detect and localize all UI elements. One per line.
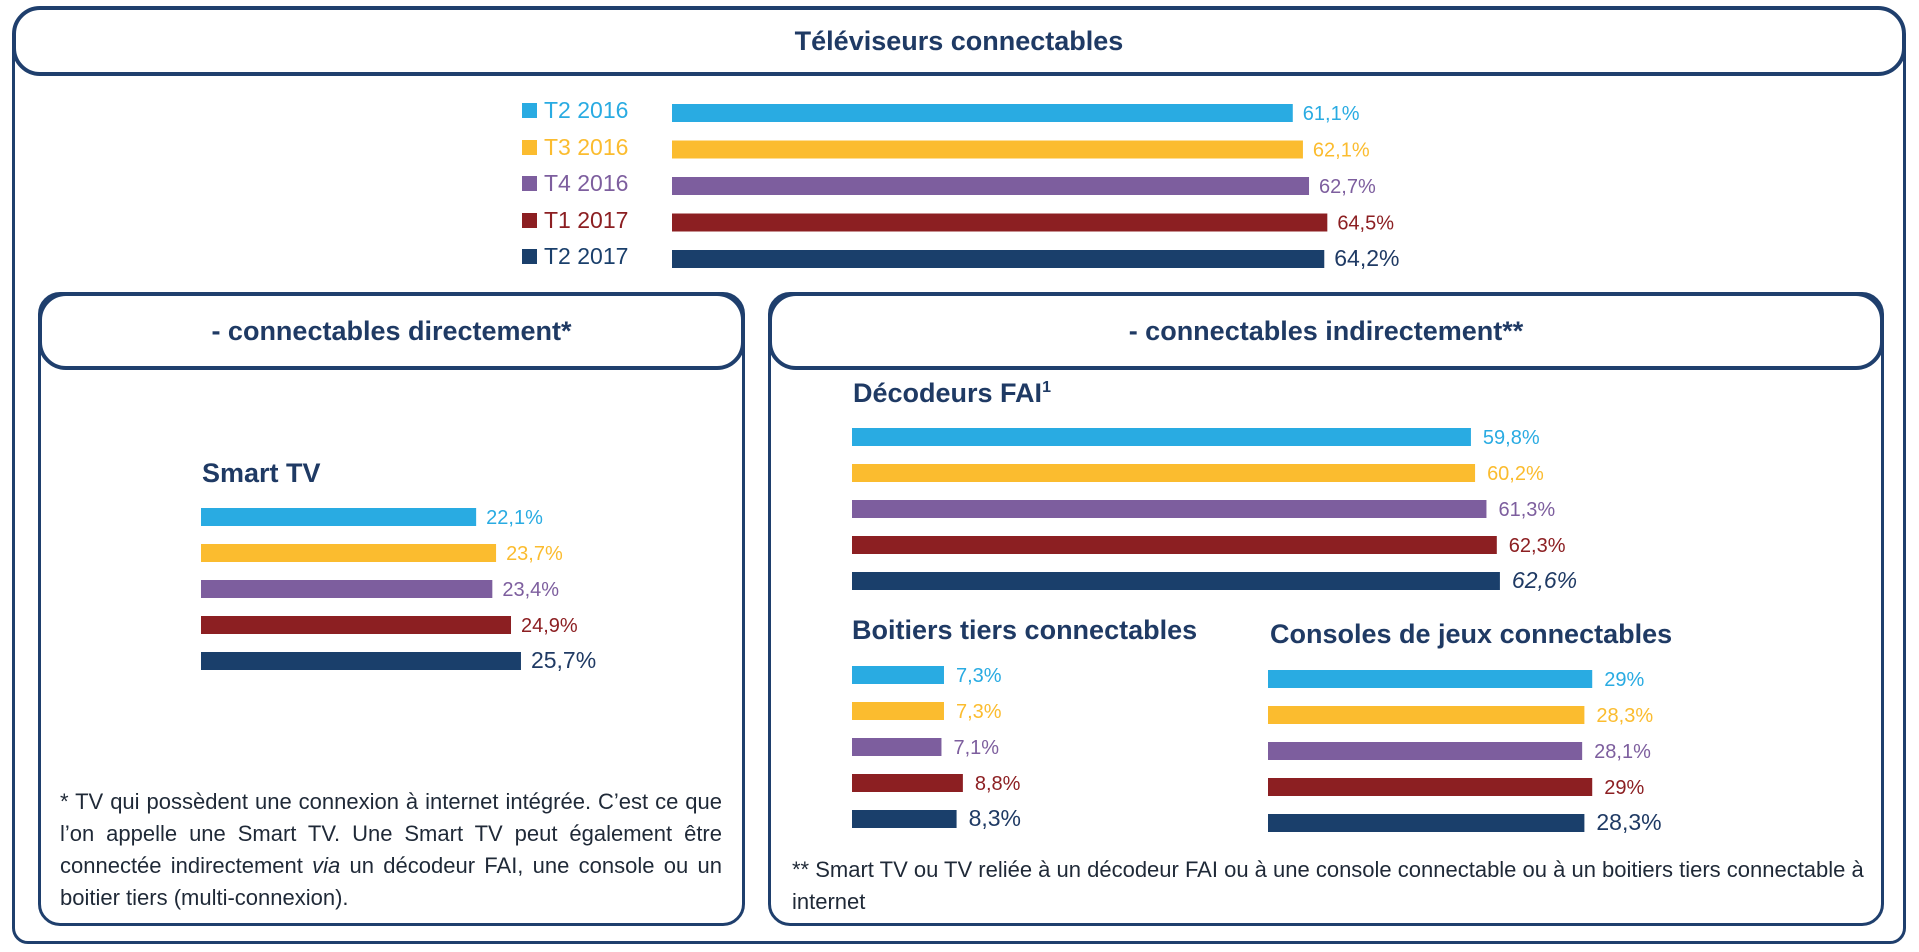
main-title: Téléviseurs connectables xyxy=(12,6,1906,76)
data-label: 64,5% xyxy=(1337,213,1394,235)
data-label: 29% xyxy=(1604,777,1644,799)
chart-title-smarttv-text: Smart TV xyxy=(202,458,321,488)
bar-t4-2016 xyxy=(1268,742,1583,760)
data-label: 25,7% xyxy=(531,647,596,673)
footnote-direct: * TV qui possèdent une connexion à inter… xyxy=(60,786,722,914)
main-title-text: Téléviseurs connectables xyxy=(794,25,1124,56)
chart-boitiers: 7,3% 7,3% 7,1% 8,8% 8,3% xyxy=(852,665,1021,831)
legend-label: T2 2017 xyxy=(544,243,629,269)
data-label: 28,1% xyxy=(1594,741,1651,763)
data-label: 62,6% xyxy=(1512,567,1577,593)
data-label: 24,9% xyxy=(521,615,578,637)
bar-t2-2016 xyxy=(672,104,1293,122)
section-title-indirect-text: - connectables indirectement** xyxy=(1128,315,1524,346)
chart-consoles: 29% 28,3% 28,1% 29% 28,3% xyxy=(1268,669,1662,835)
legend-swatch xyxy=(522,249,537,264)
chart-title-consoles-text: Consoles de jeux connectables xyxy=(1270,619,1673,649)
footnote-direct-italic: via xyxy=(312,853,341,878)
bar-t3-2016 xyxy=(852,702,944,720)
legend-label: T3 2016 xyxy=(544,133,629,160)
data-label: 61,1% xyxy=(1303,103,1360,125)
chart-smarttv: 22,1% 23,7% 23,4% 24,9% 25,7% xyxy=(201,507,596,673)
legend-item: T4 2016 xyxy=(522,170,628,197)
legend-item: T2 2017 xyxy=(522,243,628,270)
bar-t4-2016 xyxy=(201,580,493,598)
bar-t1-2017 xyxy=(201,616,512,634)
data-label: 8,3% xyxy=(969,805,1021,831)
chart-title-boitiers-text: Boitiers tiers connectables xyxy=(852,615,1198,645)
data-label: 7,1% xyxy=(953,737,999,759)
bar-t4-2016 xyxy=(672,177,1310,195)
panel-direct xyxy=(38,292,745,926)
bar-t2-2017 xyxy=(672,250,1325,268)
data-label: 62,7% xyxy=(1319,176,1376,198)
chart-title-boitiers: Boitiers tiers connectables xyxy=(852,615,1197,646)
data-label: 62,1% xyxy=(1313,140,1370,162)
bar-t2-2016 xyxy=(1268,670,1593,688)
legend-swatch xyxy=(522,212,537,228)
chart-title-decodeurs: Décodeurs FAI1 xyxy=(853,378,1051,409)
data-label: 8,8% xyxy=(975,773,1021,795)
data-label: 59,8% xyxy=(1483,427,1540,449)
data-label: 23,4% xyxy=(502,579,559,601)
chart-title-decodeurs-sup: 1 xyxy=(1042,379,1051,396)
bar-t2-2017 xyxy=(201,652,521,670)
data-label: 62,3% xyxy=(1509,535,1566,557)
data-label: 61,3% xyxy=(1498,499,1555,521)
footnote-indirect-text: ** Smart TV ou TV reliée à un décodeur F… xyxy=(792,857,1864,914)
data-label: 22,1% xyxy=(486,507,543,529)
bar-t1-2017 xyxy=(1268,778,1593,796)
bar-t4-2016 xyxy=(852,738,942,756)
footnote-direct-post: un décodeur FAI, une console ou un boiti… xyxy=(60,853,722,910)
section-title-indirect: - connectables indirectement** xyxy=(768,292,1884,370)
bar-t2-2016 xyxy=(852,666,944,684)
bar-t3-2016 xyxy=(852,464,1476,482)
bar-t2-2016 xyxy=(201,508,477,526)
bar-t1-2017 xyxy=(852,774,963,792)
chart-main: 61,1% 62,1% 62,7% 64,5% 64,2% xyxy=(672,103,1399,271)
bar-t2-2016 xyxy=(852,428,1471,446)
bar-t1-2017 xyxy=(672,213,1328,232)
data-label: 23,7% xyxy=(506,543,563,565)
bar-t3-2016 xyxy=(672,140,1303,159)
legend-swatch xyxy=(522,176,537,191)
bar-t3-2016 xyxy=(1268,706,1585,724)
footnote-direct-pre: * TV qui possèdent une connexion à inter… xyxy=(60,789,722,878)
legend-item: T2 2016 xyxy=(522,97,628,124)
bar-t2-2017 xyxy=(852,572,1500,590)
chart-decodeurs: 59,8% 60,2% 61,3% 62,3% 62,6% xyxy=(852,427,1577,593)
data-label: 7,3% xyxy=(956,701,1002,723)
bar-t3-2016 xyxy=(201,544,497,562)
data-label: 64,2% xyxy=(1334,245,1399,271)
data-label: 29% xyxy=(1604,669,1644,691)
chart-title-consoles: Consoles de jeux connectables xyxy=(1270,619,1672,650)
legend-swatch xyxy=(522,139,537,155)
legend-label: T1 2017 xyxy=(544,206,629,233)
bar-t2-2017 xyxy=(852,810,957,828)
bar-t1-2017 xyxy=(852,536,1497,554)
data-label: 7,3% xyxy=(956,665,1002,687)
data-label: 28,3% xyxy=(1596,809,1661,835)
footnote-indirect: ** Smart TV ou TV reliée à un décodeur F… xyxy=(792,854,1872,918)
legend-item: T3 2016 xyxy=(522,134,628,161)
data-label: 28,3% xyxy=(1596,705,1653,727)
section-title-direct: - connectables directement* xyxy=(38,292,745,370)
legend-item: T1 2017 xyxy=(522,207,628,234)
legend-label: T4 2016 xyxy=(544,170,629,196)
section-title-direct-text: - connectables directement* xyxy=(211,315,572,346)
data-label: 60,2% xyxy=(1487,463,1544,485)
bar-t2-2017 xyxy=(1268,814,1585,832)
bar-t4-2016 xyxy=(852,500,1487,518)
legend-label: T2 2016 xyxy=(544,97,629,123)
legend-swatch xyxy=(522,103,537,118)
chart-title-decodeurs-text: Décodeurs FAI xyxy=(853,378,1043,408)
chart-title-smarttv: Smart TV xyxy=(202,458,321,489)
